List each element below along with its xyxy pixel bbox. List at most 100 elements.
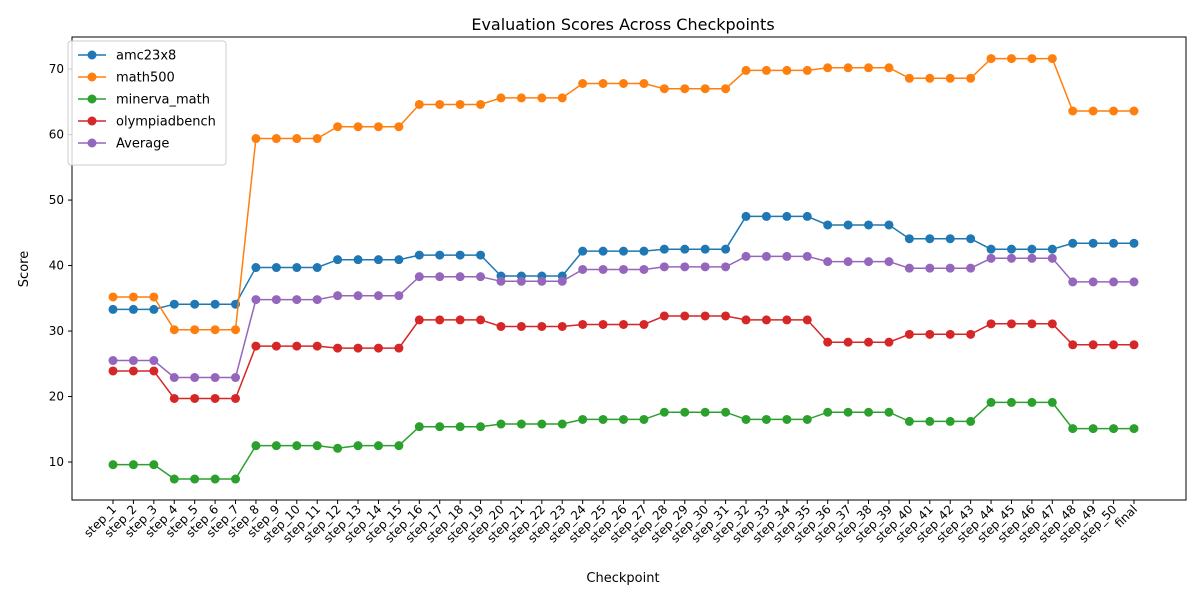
data-point bbox=[1068, 277, 1078, 287]
data-point bbox=[782, 315, 792, 325]
y-tick-label: 30 bbox=[49, 324, 64, 338]
data-point bbox=[1027, 253, 1037, 263]
data-point bbox=[1109, 340, 1119, 350]
data-point bbox=[721, 311, 731, 321]
data-point bbox=[761, 251, 771, 261]
data-point bbox=[761, 65, 771, 75]
data-point bbox=[1006, 244, 1016, 254]
data-point bbox=[373, 122, 383, 132]
data-point bbox=[945, 263, 955, 273]
y-tick-label: 60 bbox=[49, 128, 64, 142]
data-point bbox=[435, 272, 445, 282]
series-olympiadbench bbox=[108, 311, 1139, 403]
data-point bbox=[190, 393, 200, 403]
data-point bbox=[1006, 54, 1016, 64]
data-point bbox=[476, 272, 486, 282]
data-point bbox=[333, 122, 343, 132]
data-point bbox=[843, 337, 853, 347]
data-point bbox=[864, 337, 874, 347]
data-point bbox=[231, 373, 241, 383]
data-point bbox=[1047, 244, 1057, 254]
data-point bbox=[1068, 340, 1078, 350]
data-point bbox=[843, 220, 853, 230]
data-point bbox=[231, 474, 241, 484]
data-point bbox=[414, 272, 424, 282]
data-point bbox=[741, 65, 751, 75]
data-point bbox=[843, 63, 853, 73]
data-point bbox=[598, 264, 608, 274]
data-point bbox=[455, 99, 465, 109]
data-point bbox=[884, 337, 894, 347]
data-point bbox=[496, 321, 506, 331]
data-point bbox=[619, 78, 628, 88]
series-math500 bbox=[108, 54, 1139, 335]
data-point bbox=[333, 343, 343, 353]
series-average bbox=[108, 251, 1139, 383]
data-point bbox=[414, 315, 424, 325]
data-point bbox=[578, 414, 588, 424]
data-point bbox=[904, 329, 914, 339]
series-line bbox=[113, 57, 1134, 331]
data-point bbox=[966, 263, 976, 273]
data-point bbox=[373, 343, 383, 353]
data-point bbox=[578, 246, 588, 256]
data-point bbox=[945, 329, 955, 339]
data-point bbox=[516, 276, 526, 286]
data-point bbox=[108, 292, 118, 302]
data-point bbox=[700, 407, 710, 417]
data-point bbox=[251, 295, 261, 305]
data-point bbox=[149, 356, 159, 366]
legend-marker bbox=[87, 72, 97, 82]
data-point bbox=[108, 356, 118, 366]
data-point bbox=[1109, 106, 1119, 116]
data-point bbox=[190, 474, 200, 484]
data-point bbox=[292, 341, 302, 351]
data-point bbox=[333, 443, 343, 453]
data-point bbox=[190, 299, 200, 309]
legend-box bbox=[67, 40, 227, 166]
data-point bbox=[128, 292, 138, 302]
plot-frame bbox=[71, 36, 1187, 501]
legend-item: minerva_math bbox=[78, 93, 210, 108]
data-point bbox=[394, 122, 404, 132]
data-point bbox=[1047, 319, 1057, 329]
data-point bbox=[271, 341, 281, 351]
data-point bbox=[435, 250, 445, 260]
data-point bbox=[455, 250, 465, 260]
data-point bbox=[128, 356, 138, 366]
data-point bbox=[353, 291, 363, 301]
data-point bbox=[210, 299, 220, 309]
legend: amc23x8 math500 minerva_math olympiadbench A… bbox=[67, 40, 227, 166]
data-point bbox=[945, 73, 955, 83]
data-point bbox=[1088, 340, 1098, 350]
data-point bbox=[169, 373, 179, 383]
data-point bbox=[557, 276, 567, 286]
data-point bbox=[761, 315, 771, 325]
data-point bbox=[741, 251, 751, 261]
data-point bbox=[598, 246, 608, 256]
data-point bbox=[1027, 244, 1037, 254]
data-point bbox=[945, 416, 955, 426]
data-point bbox=[108, 460, 118, 470]
data-point bbox=[782, 211, 792, 221]
data-point bbox=[966, 416, 976, 426]
data-point bbox=[1129, 106, 1139, 116]
data-point bbox=[1129, 277, 1139, 287]
data-point bbox=[823, 257, 833, 267]
data-point bbox=[884, 257, 894, 267]
data-point bbox=[149, 366, 159, 376]
data-point bbox=[986, 319, 996, 329]
data-point bbox=[312, 263, 322, 273]
data-point bbox=[884, 220, 894, 230]
data-point bbox=[843, 407, 853, 417]
data-point bbox=[619, 246, 628, 256]
data-point bbox=[537, 93, 547, 103]
data-point bbox=[292, 295, 302, 305]
data-point bbox=[353, 343, 363, 353]
data-point bbox=[782, 251, 792, 261]
data-point bbox=[966, 329, 976, 339]
data-point bbox=[945, 234, 955, 244]
data-point bbox=[986, 253, 996, 263]
data-point bbox=[639, 264, 649, 274]
data-point bbox=[1129, 238, 1139, 248]
